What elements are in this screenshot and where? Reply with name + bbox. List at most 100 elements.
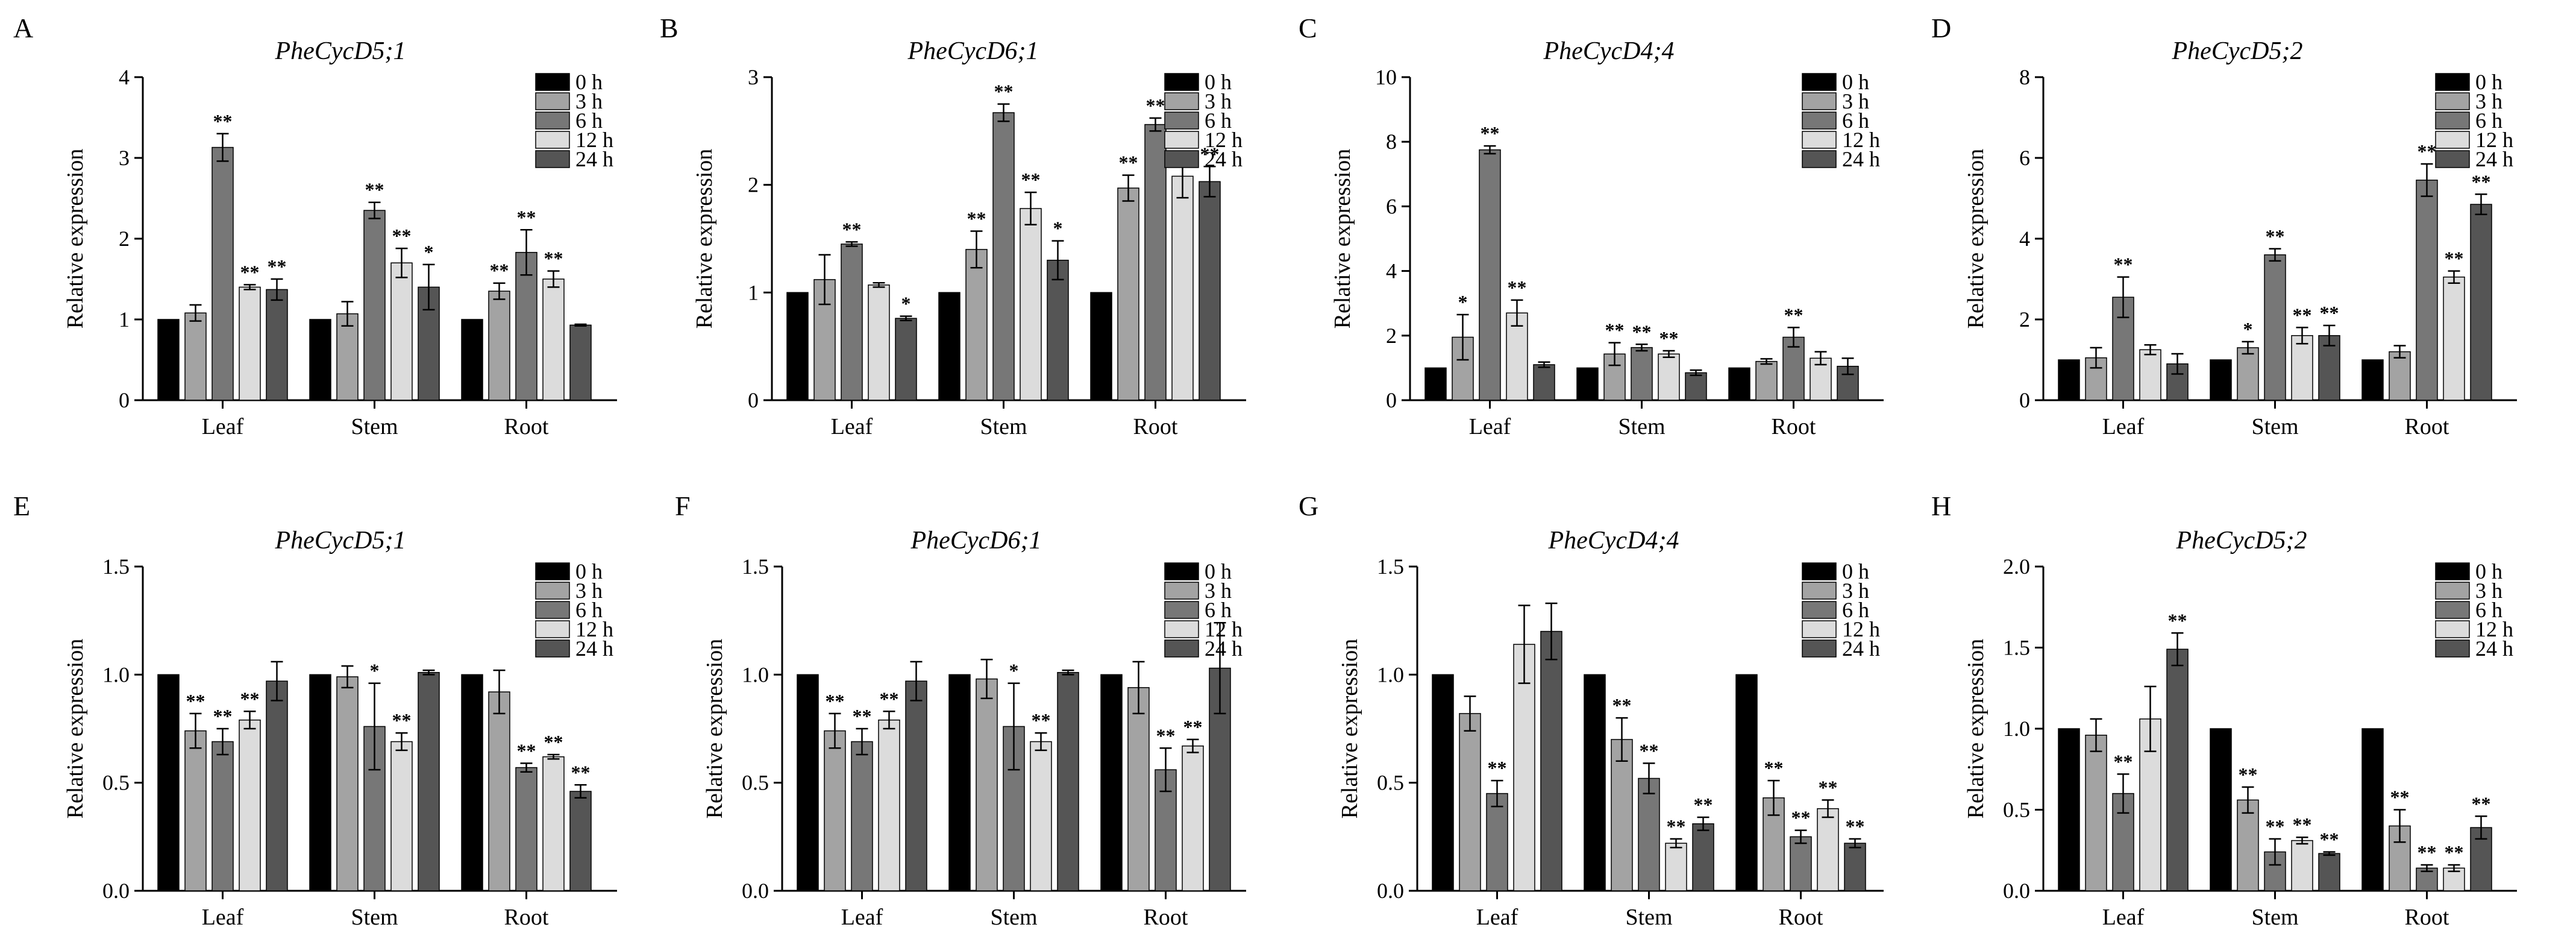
significance-label: ** [544,248,563,269]
significance-label: ** [1200,143,1220,165]
bar-stem-12h [390,741,413,891]
bar-leaf-3h [184,312,207,401]
bar-stem-24h [2318,853,2340,891]
y-tick-label: 6 [1386,194,1397,218]
y-tick-label: 0.5 [1377,771,1404,795]
significance-label: ** [1119,152,1138,174]
bar-root-3h [1117,187,1139,401]
bar-stem-0h [938,292,961,401]
significance-label: ** [213,110,233,132]
bar-leaf-24h [2166,649,2189,891]
y-tick-label: 2 [2019,307,2030,331]
legend-swatch [1164,112,1199,130]
panel-letter: F [675,491,691,521]
bar-root-12h [542,756,565,891]
significance-label: ** [2390,787,2410,808]
legend-swatch [1164,150,1199,168]
significance-label: ** [240,261,260,283]
y-axis-title: Relative expression [1337,639,1362,819]
significance-label: ** [1146,95,1165,116]
x-category-label: Stem [990,905,1037,930]
significance-label: ** [1156,724,1176,746]
bar-stem-0h [2210,359,2232,401]
legend-label: 12 h [1842,617,1880,641]
significance-label: ** [2266,815,2285,837]
chart-title: PheCycD5;2 [2176,527,2307,554]
significance-label: ** [1605,319,1625,341]
legend-swatch [1164,131,1199,149]
x-category-label: Leaf [1469,414,1511,439]
legend-swatch [1802,620,1837,638]
legend-label: 6 h [2475,108,2502,133]
legend-swatch [2435,639,2470,658]
significance-label: ** [1659,327,1679,349]
y-axis-title: Relative expression [1963,149,1988,329]
panel-letter: H [1931,491,1951,521]
bar-leaf-0h [1424,367,1447,401]
legend-swatch [535,620,570,638]
bar-leaf-12h [239,286,261,401]
x-category-label: Leaf [831,414,873,439]
legend-label: 24 h [575,636,613,661]
significance-label: * [1053,218,1063,239]
bar-stem-0h [2210,728,2232,891]
bar-root-12h [2443,276,2465,401]
significance-label: ** [1667,815,1686,837]
panel-letter: E [13,491,30,521]
y-tick-label: 1.5 [742,554,769,579]
y-tick-label: 2 [119,227,130,251]
y-tick-label: 0.0 [742,879,769,903]
significance-label: ** [2320,828,2339,850]
bar-stem-6h [363,210,386,401]
significance-label: ** [1508,277,1527,298]
y-tick-label: 4 [2019,227,2030,251]
x-category-label: Stem [351,905,398,930]
bar-leaf-3h [824,730,846,891]
y-tick-label: 0.5 [102,771,130,795]
legend-label: 0 h [1205,70,1232,94]
x-category-label: Stem [980,414,1027,439]
significance-label: ** [1612,694,1632,716]
chart-title: PheCycD4;4 [1548,527,1679,554]
significance-label: ** [1632,321,1652,342]
legend-label: 0 h [2475,70,2502,94]
bar-stem-3h [336,676,359,891]
legend-swatch [535,150,570,168]
significance-label: ** [1819,776,1838,798]
y-tick-label: 1.0 [742,662,769,686]
bar-stem-12h [1658,353,1680,401]
y-tick-label: 0.0 [2003,879,2030,903]
legend-swatch [1802,562,1837,580]
legend-swatch [535,639,570,658]
bar-root-0h [1090,292,1112,401]
significance-label: ** [1764,757,1784,779]
bar-stem-12h [390,262,413,401]
bar-leaf-0h [2058,728,2080,891]
bar-leaf-6h [212,146,234,401]
bar-root-6h [1790,836,1812,891]
significance-label: * [370,660,380,682]
legend-label: 0 h [1205,559,1232,583]
chart-title: PheCycD4;4 [1543,37,1675,65]
chart-title: PheCycD5;1 [275,37,406,65]
bar-root-6h [1144,124,1167,401]
bar-leaf-0h [2058,359,2080,401]
legend-swatch [2435,73,2470,91]
y-tick-label: 1 [119,307,130,331]
legend-swatch [2435,131,2470,149]
x-category-label: Leaf [2102,905,2145,930]
legend-label: 0 h [1842,559,1869,583]
bar-leaf-12h [878,719,900,891]
significance-label: ** [2418,841,2437,863]
legend-label: 24 h [2475,147,2513,171]
legend-label: 0 h [575,70,603,94]
legend-swatch [2435,92,2470,110]
y-tick-label: 1.5 [1377,554,1404,579]
bar-leaf-12h [1506,312,1528,401]
significance-label: ** [826,690,845,712]
significance-label: ** [967,207,986,229]
significance-label: * [2243,318,2253,340]
y-tick-label: 1.5 [2003,636,2030,660]
